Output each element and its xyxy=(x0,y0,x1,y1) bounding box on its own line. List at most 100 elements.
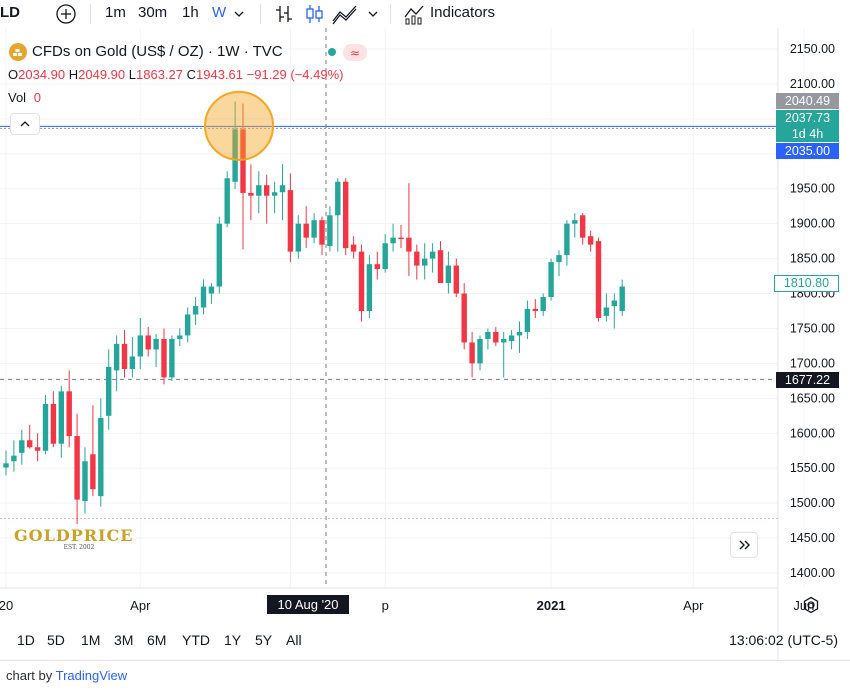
scroll-to-realtime-button[interactable] xyxy=(730,532,758,558)
candle-body xyxy=(192,306,199,315)
candle-body xyxy=(524,308,531,332)
y-tick-label: 1650.00 xyxy=(790,391,835,405)
indicators-button[interactable]: Indicators xyxy=(430,4,496,21)
candle-body xyxy=(129,356,136,369)
candle-body xyxy=(74,436,80,500)
candle-body xyxy=(240,129,246,193)
candle-body xyxy=(390,237,396,244)
candle-body xyxy=(453,265,459,294)
candle-body xyxy=(153,338,159,350)
interval-1m[interactable]: 1m xyxy=(105,4,126,21)
range-1d[interactable]: 1D xyxy=(17,632,35,648)
candle-body xyxy=(469,342,475,364)
gear-icon[interactable] xyxy=(802,596,820,614)
candle-body xyxy=(319,220,325,245)
x-tick-label: Apr xyxy=(130,598,151,613)
price-chart[interactable]: 1400.00 1450.00 1500.00 1550.00 1600.00 1650.… xyxy=(0,28,850,660)
candle-body xyxy=(350,244,357,252)
crosshair-price-tag: 1677.22 xyxy=(776,372,839,388)
candle-body xyxy=(98,417,104,497)
y-tick-label: 1600.00 xyxy=(790,426,835,440)
range-5y[interactable]: 5Y xyxy=(255,632,273,648)
interval-30m[interactable]: 30m xyxy=(138,4,168,21)
chevron-up-icon xyxy=(20,121,30,127)
gold-symbol-icon xyxy=(9,43,27,61)
add-symbol-icon[interactable] xyxy=(55,3,77,25)
candle-body xyxy=(374,264,380,270)
toolbar-divider xyxy=(90,4,91,24)
open-label: O xyxy=(8,67,19,82)
range-6m[interactable]: 6M xyxy=(147,632,167,648)
volume-legend: Vol 0 xyxy=(8,90,41,105)
close-label: C xyxy=(186,67,197,82)
y-tick-label: 2100.00 xyxy=(790,77,835,91)
candle-body xyxy=(564,223,570,256)
candle-body xyxy=(572,220,578,224)
y-tick-label: 2150.00 xyxy=(790,42,835,56)
tradingview-link[interactable]: TradingView xyxy=(55,668,128,683)
close-value: 1943.61 xyxy=(196,67,244,82)
change-value: −91.29 (−4.49%) xyxy=(246,67,344,82)
market-status-icons[interactable]: ≈ xyxy=(322,43,368,63)
candle-body xyxy=(398,237,404,240)
x-tick-label: p xyxy=(382,598,389,613)
crosshair-blue-tag: 2035.00 xyxy=(776,143,839,159)
candle-body xyxy=(406,237,412,252)
indicators-icon[interactable] xyxy=(403,3,425,25)
reference-lines xyxy=(0,28,778,588)
interval-w[interactable]: W xyxy=(212,4,227,21)
symbol-stub[interactable]: LD xyxy=(0,4,20,21)
candle-body xyxy=(358,251,365,311)
range-1y[interactable]: 1Y xyxy=(224,632,242,648)
legend-title[interactable]: CFDs on Gold (US$ / OZ) · 1W · TVC xyxy=(32,43,283,60)
ohlc-values: O2034.90 H2049.90 L1863.27 C1943.61 −91.… xyxy=(8,67,344,82)
candle-body xyxy=(264,185,270,196)
divider xyxy=(0,660,850,661)
candle-body xyxy=(113,343,120,371)
candle-body xyxy=(161,338,167,378)
logo-text: GOLDPRICE xyxy=(14,526,134,545)
candle-body xyxy=(311,220,317,238)
vol-value: 0 xyxy=(33,90,41,105)
candle-body xyxy=(429,251,436,259)
interval-1h[interactable]: 1h xyxy=(182,4,199,21)
candle-body xyxy=(137,335,143,357)
candle-body xyxy=(121,343,128,369)
logo-subtext: EST. 2002 xyxy=(63,544,95,551)
y-tick-label: 1950.00 xyxy=(790,182,835,196)
candle-body xyxy=(508,335,515,342)
toolbar-divider xyxy=(260,4,261,24)
range-5d[interactable]: 5D xyxy=(47,632,65,648)
candles-style-icon[interactable] xyxy=(304,3,324,25)
candle-body xyxy=(295,223,301,252)
range-ytd[interactable]: YTD xyxy=(182,632,210,648)
bar-style-icon[interactable] xyxy=(274,3,294,25)
chevron-down-icon[interactable] xyxy=(368,9,378,19)
chevron-down-icon[interactable] xyxy=(234,9,244,19)
candle-body xyxy=(437,250,444,284)
clock[interactable]: 13:06:02 (UTC-5) xyxy=(729,632,838,648)
collapse-legend-button[interactable] xyxy=(10,113,40,135)
vol-label: Vol xyxy=(8,90,27,105)
toolbar-divider xyxy=(390,4,391,24)
candle-body xyxy=(145,335,151,350)
candle-body xyxy=(595,241,602,318)
high-label: H xyxy=(68,67,79,82)
current-price-tag: 2037.73 xyxy=(776,110,839,126)
candle-body xyxy=(185,314,191,336)
candle-body xyxy=(106,366,112,416)
x-tick-label: Apr xyxy=(683,598,704,613)
candle-body xyxy=(445,265,452,284)
y-tick-label: 1700.00 xyxy=(790,356,835,370)
candle-body xyxy=(580,215,586,238)
range-3m[interactable]: 3M xyxy=(114,632,134,648)
candle-body xyxy=(224,178,230,224)
x-tick-label: 2021 xyxy=(537,598,566,613)
candle-body xyxy=(516,331,523,336)
range-1m[interactable]: 1M xyxy=(81,632,101,648)
low-value: 1863.27 xyxy=(136,67,183,82)
range-all[interactable]: All xyxy=(286,632,302,648)
y-tick-label: 1850.00 xyxy=(790,252,835,266)
area-style-icon[interactable] xyxy=(332,3,358,25)
candle-body xyxy=(611,300,617,307)
